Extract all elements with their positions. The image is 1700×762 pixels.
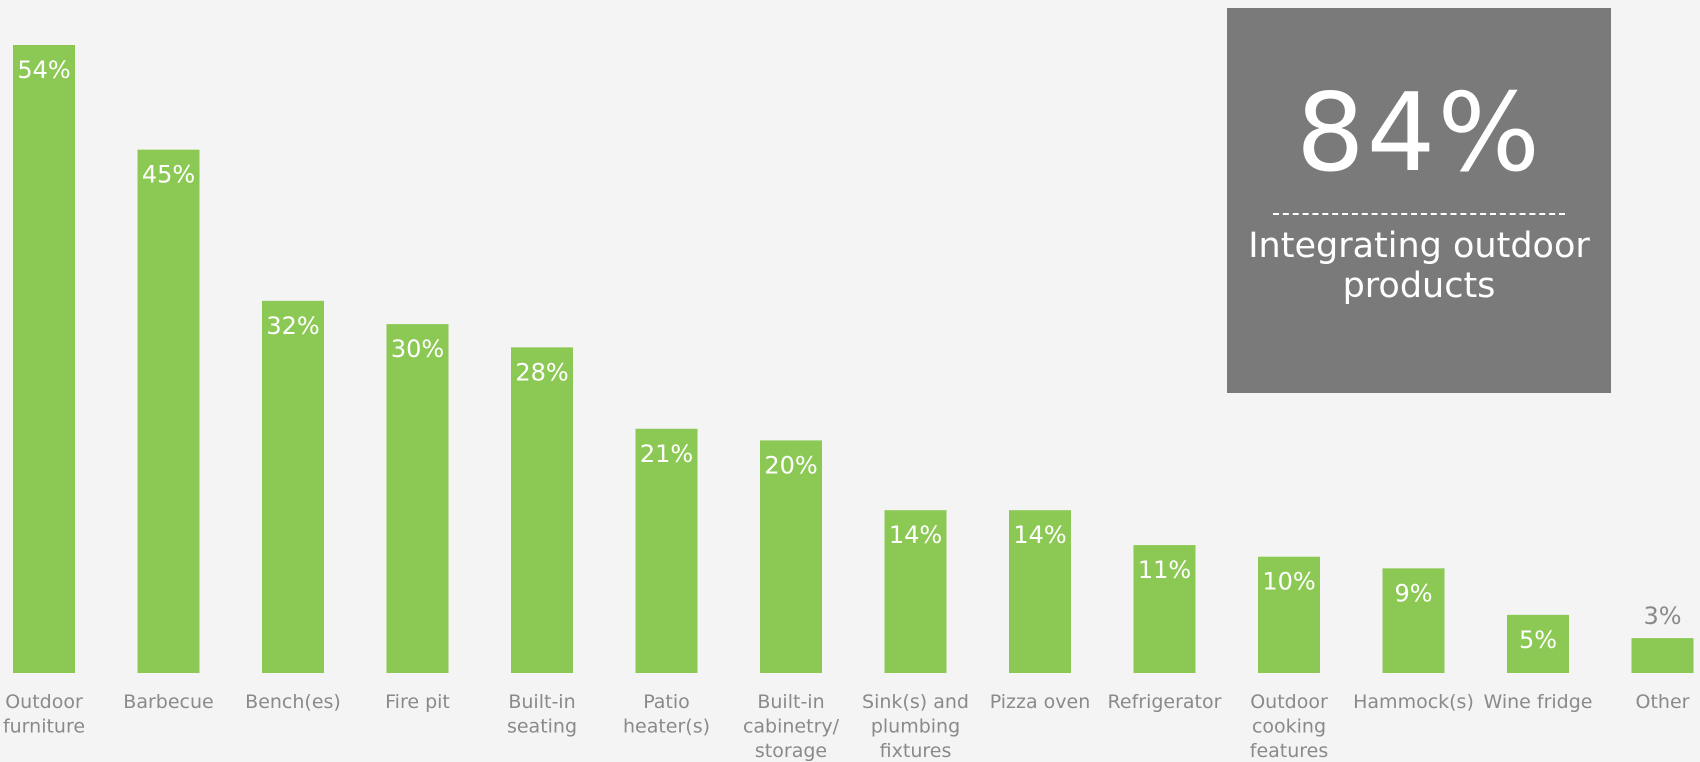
bar-value-label: 14%: [889, 521, 942, 549]
callout-divider: [1273, 213, 1565, 215]
category-label-line: cooking: [1252, 716, 1326, 738]
category-label: Fire pit: [385, 691, 450, 713]
bar-value-label: 3%: [1643, 602, 1681, 630]
bar-value-label: 54%: [17, 56, 70, 84]
bar-11: [1258, 556, 1320, 673]
bar-12: [1382, 568, 1445, 673]
category-label-line: Built-in: [508, 691, 575, 713]
category-label: Wine fridge: [1483, 691, 1592, 713]
bar-10: [1133, 545, 1196, 673]
category-label: Outdoor furniture: [3, 691, 85, 738]
category-label-line: Other: [1636, 691, 1690, 713]
category-label-line: Patio: [643, 691, 690, 713]
callout-label-line-1: Integrating outdoor: [1248, 226, 1590, 266]
bar-value-label: 10%: [1262, 568, 1315, 596]
category-label: Refrigerator: [1108, 691, 1222, 713]
category-label-line: Built-in: [757, 691, 824, 713]
bar-value-label: 14%: [1013, 521, 1066, 549]
bar-1: [13, 45, 75, 673]
category-label-line: Bench(es): [245, 691, 341, 713]
bar-8: [884, 510, 947, 673]
bar-value-label: 28%: [515, 358, 568, 386]
bar-13: [1507, 614, 1569, 673]
category-label-line: fixtures: [880, 740, 952, 762]
bar-value-label: 11%: [1138, 556, 1191, 584]
category-label-line: Hammock(s): [1353, 691, 1474, 713]
category-label-line: Outdoor: [5, 691, 83, 713]
category-label-line: storage: [755, 740, 827, 762]
category-label: Hammock(s): [1353, 691, 1474, 713]
bar-5: [511, 347, 573, 673]
category-label: Outdoor cooking features: [1250, 691, 1329, 762]
category-label: Built-in cabinetry/storage: [743, 691, 840, 762]
category-label: Barbecue: [123, 691, 213, 713]
bar-9: [1009, 510, 1071, 673]
category-label-line: features: [1250, 740, 1329, 762]
category-label-line: cabinetry/: [743, 716, 840, 738]
bar-value-label: 32%: [266, 312, 319, 340]
bar-4: [386, 324, 449, 673]
category-label-line: plumbing: [871, 716, 960, 738]
callout-box: 84% Integrating outdoor products: [1227, 8, 1611, 393]
category-label-line: heater(s): [623, 716, 710, 738]
category-label: Bench(es): [245, 691, 341, 713]
category-label-line: Sink(s) and: [862, 691, 969, 713]
bar-value-label: 9%: [1394, 579, 1432, 607]
bar-value-label: 21%: [640, 440, 693, 468]
bar-7: [760, 440, 822, 673]
bar-6: [635, 428, 698, 673]
callout-label: Integrating outdoor products: [1237, 226, 1601, 306]
category-label: Built-in seating: [507, 691, 577, 738]
category-label-line: Wine fridge: [1483, 691, 1592, 713]
category-label-line: Barbecue: [123, 691, 213, 713]
bar-value-label: 5%: [1519, 626, 1557, 654]
bar-value-label: 30%: [391, 335, 444, 363]
bar-value-label: 45%: [142, 161, 195, 189]
category-label-line: seating: [507, 716, 577, 738]
bar-3: [262, 300, 324, 673]
bar-value-label: 20%: [764, 451, 817, 479]
callout-label-line-2: products: [1342, 266, 1496, 306]
category-label-line: Pizza oven: [990, 691, 1091, 713]
category-label-line: Outdoor: [1250, 691, 1328, 713]
bar-2: [137, 149, 200, 673]
category-label-line: furniture: [3, 716, 85, 738]
category-label: Sink(s) and plumbing fixtures: [862, 691, 969, 762]
category-label: Pizza oven: [990, 691, 1091, 713]
category-label: Patio heater(s): [623, 691, 710, 738]
bar-14: [1631, 638, 1694, 673]
category-label-line: Fire pit: [385, 691, 450, 713]
callout-value: 84%: [1295, 71, 1543, 196]
category-label-line: Refrigerator: [1108, 691, 1222, 713]
category-label: Other: [1636, 691, 1690, 713]
